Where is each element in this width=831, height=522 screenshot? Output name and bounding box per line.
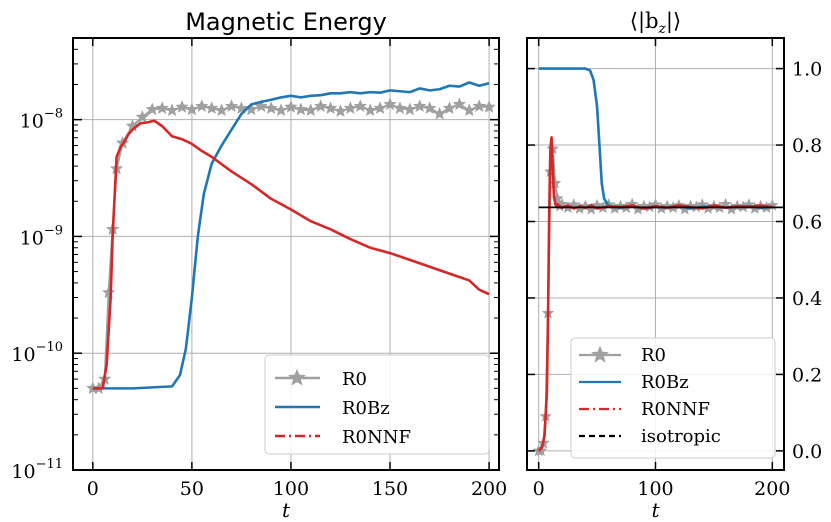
left-r0-star-marker <box>165 103 179 117</box>
left-r0-star-marker <box>383 97 397 111</box>
left-r0-star-marker <box>135 109 150 123</box>
left-y-tick-label: 10−10 <box>11 340 63 366</box>
tick-base: 10 <box>11 344 35 366</box>
left-y-tick-label: 10−9 <box>20 223 63 249</box>
left-r0-star-marker <box>482 99 496 113</box>
right-legend-star-marker <box>591 345 609 363</box>
left-legend-star-marker <box>288 368 306 386</box>
left-legend-label-r0: R0 <box>342 369 367 390</box>
left-r0-star-marker <box>313 99 328 113</box>
right-r0-star-marker <box>534 444 548 457</box>
left-r0-star-marker <box>175 99 189 113</box>
left-y-tick-label: 10−8 <box>20 107 63 133</box>
left-r0-star-marker <box>452 97 467 111</box>
left-r0-star-marker <box>274 103 288 117</box>
right-legend-label-r0nnf: R0NNF <box>641 399 710 420</box>
left-r0-star-marker <box>432 106 447 120</box>
right-title-end: |⟩ <box>666 9 681 34</box>
right-y-tick-label: 0.2 <box>792 364 822 386</box>
right-legend-label-isotropic: isotropic <box>641 426 721 447</box>
tick-exponent: −11 <box>36 457 63 472</box>
right-title-sub: z <box>658 21 667 37</box>
left-r0-star-marker <box>412 99 427 113</box>
left-y-tick-label: 10−11 <box>11 457 63 483</box>
right-legend-label-r0: R0 <box>641 345 666 366</box>
tick-exponent: −9 <box>44 223 63 238</box>
left-r0-star-marker <box>462 103 477 117</box>
left-r0-star-marker <box>294 102 308 116</box>
left-r0-star-marker <box>264 101 278 115</box>
left-r0-star-marker <box>422 101 437 115</box>
left-r0-star-marker <box>442 101 457 115</box>
left-r0-star-marker <box>393 101 407 115</box>
right-series-group <box>532 67 784 457</box>
left-plot-frame <box>72 37 500 471</box>
left-series-group <box>85 81 496 395</box>
tick-exponent: −8 <box>44 107 63 122</box>
left-legend-label-r0nnf: R0NNF <box>342 427 411 448</box>
left-x-tick-label: 50 <box>180 478 204 500</box>
right-legend-label-r0bz: R0Bz <box>641 372 689 393</box>
right-y-tick-label: 0.8 <box>792 135 822 157</box>
right-x-tick-label: 0 <box>533 478 545 500</box>
tick-base: 10 <box>20 111 44 133</box>
left-r0-star-marker <box>323 101 338 115</box>
left-r0-star-marker <box>214 103 229 117</box>
left-r0-star-marker <box>472 99 487 113</box>
left-r0-star-marker <box>204 101 219 115</box>
left-legend: R0 R0Bz R0NNF <box>264 354 490 455</box>
left-r0-star-marker <box>185 102 199 116</box>
right-y-tick-label: 0.4 <box>792 288 822 310</box>
right-legend: R0 R0Bz R0NNF isotropic <box>570 337 776 459</box>
left-r0-star-marker <box>194 99 209 113</box>
tick-base: 10 <box>11 461 35 483</box>
right-y-tick-label: 0.0 <box>792 441 822 463</box>
left-r0-star-marker <box>353 99 368 113</box>
tick-exponent: −10 <box>36 340 63 355</box>
right-x-axis-label: t <box>651 498 660 522</box>
left-r0-star-marker <box>403 102 417 116</box>
left-series-line-r0nnf <box>92 119 490 390</box>
tick-base: 10 <box>20 227 44 249</box>
left-r0-star-marker <box>234 101 249 115</box>
left-legend-box <box>264 354 490 455</box>
right-title-main: ⟨|b <box>630 9 659 34</box>
left-r0-star-marker <box>101 285 116 299</box>
left-r0-star-marker <box>224 99 239 113</box>
left-r0-star-marker <box>303 103 318 117</box>
left-x-axis-label: t <box>282 498 291 522</box>
left-x-tick-label: 100 <box>273 478 309 500</box>
left-r0-star-marker <box>284 99 298 113</box>
left-chart-title: Magnetic Energy <box>185 8 387 36</box>
left-r0-star-marker <box>363 103 378 117</box>
left-x-tick-label: 150 <box>372 478 408 500</box>
left-r0-star-marker <box>145 102 160 116</box>
left-r0-star-marker <box>155 101 169 115</box>
right-legend-box <box>570 337 776 459</box>
right-x-tick-label: 100 <box>637 478 673 500</box>
right-y-tick-label: 1.0 <box>792 59 822 81</box>
left-r0-star-marker <box>373 101 387 115</box>
left-x-tick-label: 200 <box>471 478 507 500</box>
left-r0-star-marker <box>343 101 358 115</box>
left-legend-label-r0bz: R0Bz <box>342 398 390 419</box>
right-y-tick-label: 0.6 <box>792 212 822 234</box>
left-x-tick-label: 0 <box>87 478 99 500</box>
left-r0-star-marker <box>333 104 348 118</box>
left-series-line-r0bz <box>92 81 490 390</box>
right-chart-title: ⟨|bz|⟩ <box>630 9 681 37</box>
right-x-tick-label: 200 <box>754 478 790 500</box>
